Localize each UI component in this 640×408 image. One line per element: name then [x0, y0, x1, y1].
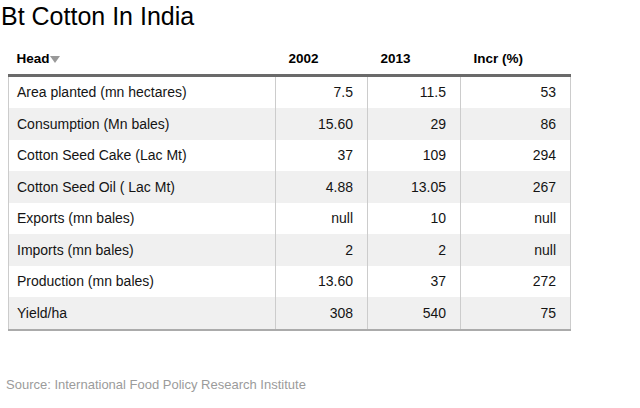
cell-2013: 540 [368, 297, 461, 330]
column-header-2002[interactable]: 2002 [276, 44, 368, 75]
row-label: Area planted (mn hectares) [9, 75, 276, 108]
cell-2013: 29 [368, 108, 461, 140]
cell-2002: 4.88 [276, 171, 368, 203]
column-header-2013[interactable]: 2013 [368, 44, 461, 75]
row-label: Cotton Seed Oil ( Lac Mt) [9, 171, 276, 203]
table-header-row: Head 2002 2013 Incr (%) [9, 44, 571, 75]
row-label: Yield/ha [9, 297, 276, 330]
cell-incr: null [461, 234, 571, 266]
cell-2002: 7.5 [276, 75, 368, 108]
table-row: Imports (mn bales) 2 2 null [9, 234, 571, 266]
table-row: Exports (mn bales) null 10 null [9, 203, 571, 235]
table-row: Production (mn bales) 13.60 37 272 [9, 266, 571, 298]
cell-2013: 11.5 [368, 75, 461, 108]
sort-descending-icon [50, 56, 60, 63]
column-header-head[interactable]: Head [9, 44, 276, 75]
cell-2013: 2 [368, 234, 461, 266]
cell-incr: 294 [461, 140, 571, 172]
cell-2002: 37 [276, 140, 368, 172]
cell-2013: 13.05 [368, 171, 461, 203]
column-header-incr[interactable]: Incr (%) [461, 44, 571, 75]
cell-incr: null [461, 203, 571, 235]
table-row: Cotton Seed Cake (Lac Mt) 37 109 294 [9, 140, 571, 172]
table-row: Yield/ha 308 540 75 [9, 297, 571, 330]
table-row: Area planted (mn hectares) 7.5 11.5 53 [9, 75, 571, 108]
row-label: Imports (mn bales) [9, 234, 276, 266]
cell-2013: 109 [368, 140, 461, 172]
cell-2002: 15.60 [276, 108, 368, 140]
cell-incr: 86 [461, 108, 571, 140]
table-row: Cotton Seed Oil ( Lac Mt) 4.88 13.05 267 [9, 171, 571, 203]
row-label: Exports (mn bales) [9, 203, 276, 235]
cell-2013: 10 [368, 203, 461, 235]
data-table: Head 2002 2013 Incr (%) Area planted (mn… [8, 44, 571, 331]
table-row: Consumption (Mn bales) 15.60 29 86 [9, 108, 571, 140]
row-label: Consumption (Mn bales) [9, 108, 276, 140]
cell-2002: 2 [276, 234, 368, 266]
cell-incr: 267 [461, 171, 571, 203]
row-label: Production (mn bales) [9, 266, 276, 298]
source-note: Source: International Food Policy Resear… [6, 377, 306, 392]
row-label: Cotton Seed Cake (Lac Mt) [9, 140, 276, 172]
cell-incr: 272 [461, 266, 571, 298]
cell-2002: 308 [276, 297, 368, 330]
cell-incr: 75 [461, 297, 571, 330]
cell-2002: null [276, 203, 368, 235]
column-header-label: Head [17, 51, 50, 66]
page-title: Bt Cotton In India [1, 2, 194, 31]
cell-2002: 13.60 [276, 266, 368, 298]
cell-2013: 37 [368, 266, 461, 298]
cell-incr: 53 [461, 75, 571, 108]
